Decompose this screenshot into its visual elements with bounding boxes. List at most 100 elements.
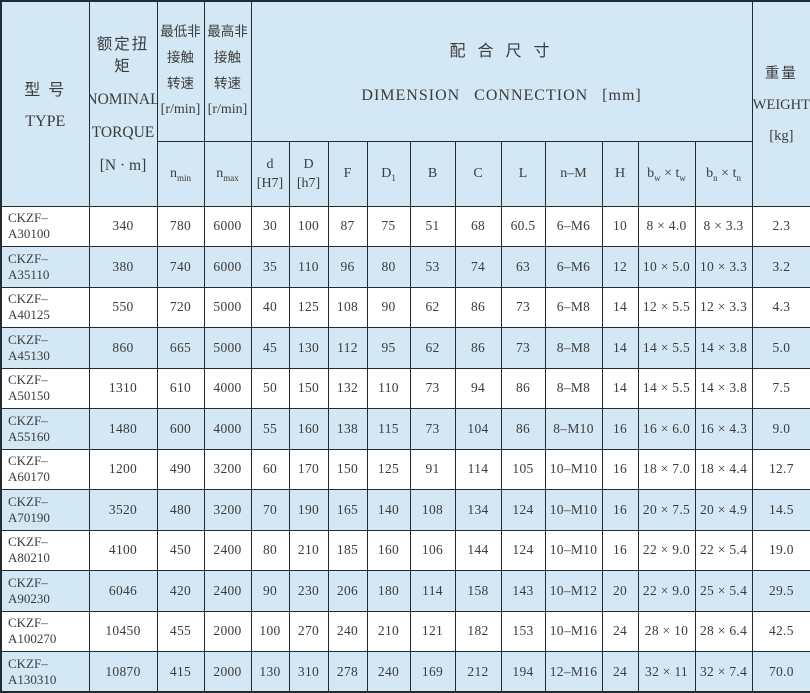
cell-nmin: 455 bbox=[156, 610, 205, 652]
cell-nM: 10–M10 bbox=[544, 448, 603, 490]
tw-subscript: w bbox=[679, 172, 686, 183]
cell-D: 190 bbox=[288, 489, 329, 531]
cell-nM: 10–M10 bbox=[544, 529, 603, 571]
cell-L: 124 bbox=[500, 489, 546, 531]
cell-F: 112 bbox=[327, 327, 368, 369]
col-header-nmin: nmin bbox=[156, 140, 205, 207]
cell-D: 310 bbox=[288, 651, 329, 693]
cell-nmax: 5000 bbox=[203, 286, 252, 328]
cell-weight: 4.3 bbox=[751, 286, 810, 328]
col-header-nmax: nmax bbox=[203, 140, 252, 207]
cell-nM: 8–M8 bbox=[544, 367, 603, 409]
table-row: CKZF–A100270 10450 455 2000 100 270 240 210 121 1… bbox=[0, 610, 810, 652]
table-body: CKZF–A30100 340 780 6000 30 100 87 75 51 68 60.5 6–… bbox=[0, 205, 810, 693]
cell-C: 212 bbox=[454, 651, 502, 693]
cell-d: 70 bbox=[250, 489, 290, 531]
weight-header-unit: [kg] bbox=[769, 128, 794, 145]
cell-torque: 340 bbox=[88, 205, 158, 247]
cell-nM: 10–M12 bbox=[544, 570, 603, 612]
cell-d: 130 bbox=[250, 651, 290, 693]
F-symbol: F bbox=[343, 166, 352, 181]
cell-B: 62 bbox=[409, 327, 456, 369]
nmin-symbol: n bbox=[169, 166, 177, 181]
nM-symbol: n–M bbox=[560, 166, 587, 181]
col-header-nM: n–M bbox=[544, 140, 603, 207]
cell-d: 30 bbox=[250, 205, 290, 247]
cell-nmax: 4000 bbox=[203, 408, 252, 450]
cell-nmin: 740 bbox=[156, 246, 205, 288]
cell-torque: 10450 bbox=[88, 610, 158, 652]
cell-weight: 19.0 bbox=[751, 529, 810, 571]
cell-nmax: 2000 bbox=[203, 651, 252, 693]
cell-L: 153 bbox=[500, 610, 546, 652]
cell-H: 24 bbox=[601, 610, 639, 652]
cell-type: CKZF–A30100 bbox=[0, 205, 90, 247]
col-header-D1: D1 bbox=[366, 140, 411, 207]
table-row: CKZF–A40125 550 720 5000 40 125 108 90 62 86 73 6–M… bbox=[0, 286, 810, 328]
cell-H: 12 bbox=[601, 246, 639, 288]
dimension-header-cn: 配 合 尺 寸 bbox=[449, 43, 554, 61]
bn-times-sign: × bbox=[721, 166, 730, 181]
cell-d: 80 bbox=[250, 529, 290, 571]
cell-type: CKZF–A35110 bbox=[0, 246, 90, 288]
cell-D1: 160 bbox=[366, 529, 411, 571]
tn-subscript: n bbox=[736, 172, 741, 183]
cell-nmin: 480 bbox=[156, 489, 205, 531]
cell-nmin: 780 bbox=[156, 205, 205, 247]
cell-bntn: 16 × 4.3 bbox=[694, 408, 753, 450]
cell-bntn: 14 × 3.8 bbox=[694, 327, 753, 369]
cell-C: 86 bbox=[454, 286, 502, 328]
cell-weight: 7.5 bbox=[751, 367, 810, 409]
cell-F: 108 bbox=[327, 286, 368, 328]
nmin-label-line3: 转速 bbox=[167, 76, 194, 92]
cell-C: 94 bbox=[454, 367, 502, 409]
col-header-bwtw: bw × tw bbox=[637, 140, 696, 207]
table-row: CKZF–A90230 6046 420 2400 90 230 206 180 114 158 1… bbox=[0, 570, 810, 612]
nmin-label-unit: [r/min] bbox=[160, 102, 201, 118]
cell-B: 121 bbox=[409, 610, 456, 652]
cell-F: 206 bbox=[327, 570, 368, 612]
torque-header-en1: NOMINAL bbox=[89, 91, 157, 109]
cell-nmin: 665 bbox=[156, 327, 205, 369]
cell-nmin: 720 bbox=[156, 286, 205, 328]
cell-torque: 1480 bbox=[88, 408, 158, 450]
D-tolerance: [h7] bbox=[296, 175, 321, 191]
cell-nmax: 2000 bbox=[203, 610, 252, 652]
cell-F: 87 bbox=[327, 205, 368, 247]
bn-symbol: b bbox=[706, 166, 714, 181]
table-row: CKZF–A55160 1480 600 4000 55 160 138 115 73 104 86… bbox=[0, 408, 810, 450]
cell-C: 144 bbox=[454, 529, 502, 571]
col-header-weight: 重量 WEIGHT [kg] bbox=[751, 0, 810, 207]
cell-weight: 70.0 bbox=[751, 651, 810, 693]
cell-D: 170 bbox=[288, 448, 329, 490]
cell-L: 86 bbox=[500, 367, 546, 409]
cell-nmax: 3200 bbox=[203, 489, 252, 531]
cell-bwtw: 22 × 9.0 bbox=[637, 529, 696, 571]
col-header-d: d [H7] bbox=[250, 140, 290, 207]
cell-nmin: 415 bbox=[156, 651, 205, 693]
cell-D: 125 bbox=[288, 286, 329, 328]
cell-L: 60.5 bbox=[500, 205, 546, 247]
cell-H: 10 bbox=[601, 205, 639, 247]
cell-bntn: 28 × 6.4 bbox=[694, 610, 753, 652]
cell-nmin: 600 bbox=[156, 408, 205, 450]
cell-type: CKZF–A80210 bbox=[0, 529, 90, 571]
cell-nM: 6–M6 bbox=[544, 246, 603, 288]
torque-header-en2: TORQUE bbox=[91, 124, 155, 142]
col-header-bntn: bn × tn bbox=[694, 140, 753, 207]
nmax-label-line2: 接触 bbox=[214, 50, 241, 66]
cell-H: 14 bbox=[601, 327, 639, 369]
cell-D1: 140 bbox=[366, 489, 411, 531]
col-header-type: 型 号 TYPE bbox=[0, 0, 90, 207]
C-symbol: C bbox=[473, 166, 483, 181]
cell-bwtw: 32 × 11 bbox=[637, 651, 696, 693]
cell-nmax: 2400 bbox=[203, 570, 252, 612]
table-row: CKZF–A45130 860 665 5000 45 130 112 95 62 86 73 8–M… bbox=[0, 327, 810, 369]
cell-H: 14 bbox=[601, 286, 639, 328]
cell-H: 14 bbox=[601, 367, 639, 409]
cell-B: 91 bbox=[409, 448, 456, 490]
cell-bwtw: 10 × 5.0 bbox=[637, 246, 696, 288]
cell-d: 35 bbox=[250, 246, 290, 288]
nmin-subscript: min bbox=[176, 172, 191, 183]
cell-C: 114 bbox=[454, 448, 502, 490]
